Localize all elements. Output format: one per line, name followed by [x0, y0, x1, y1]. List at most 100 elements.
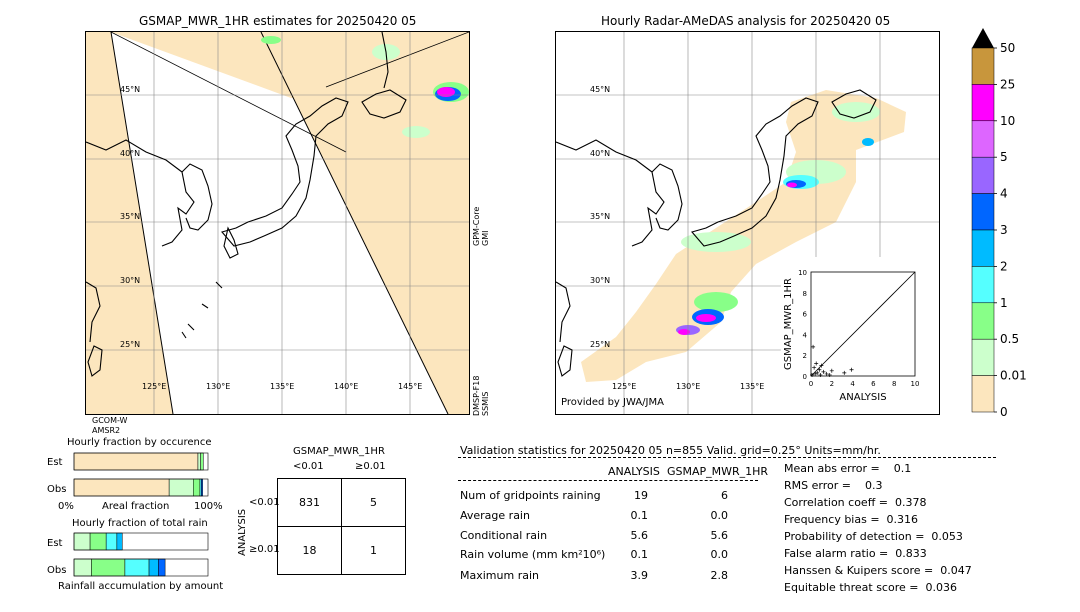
colorbar-label: 1 [1000, 296, 1008, 310]
korea-coast [181, 163, 213, 231]
kyushu-coast [223, 226, 239, 259]
scatter-ylabel: GSMAP_MWR_1HR [783, 278, 794, 370]
x-tick-label: 4 [850, 380, 855, 388]
score-line: RMS error = 0.3 [784, 479, 883, 492]
scatter-xlabel: ANALYSIS [839, 392, 886, 403]
right-lat-label: 25°N [590, 340, 611, 349]
satellite-label-dmsp: DMSP-F18 SSMIS [472, 375, 490, 416]
contingency-cell: 18 [277, 526, 342, 575]
scatter-point [813, 371, 818, 376]
left-lon-label: 145°E [398, 382, 423, 391]
bar-segment [193, 478, 201, 497]
scatter-point [815, 370, 820, 375]
contingency-row-label: <0.01 [249, 497, 280, 508]
bar-outline [73, 558, 209, 577]
x-tick-label: 8 [892, 380, 896, 388]
y-tick-label: 0 [803, 373, 807, 381]
taiwan-coast [557, 345, 573, 377]
score-line: Hanssen & Kuipers score = 0.047 [784, 564, 972, 577]
rain-patch [832, 102, 880, 122]
right-map: 45°N 40°N 35°N 30°N 25°N 125°E 130°E 135… [555, 31, 940, 415]
score-line: Correlation coeff = 0.378 [784, 496, 927, 509]
y-tick-label: 8 [803, 290, 807, 298]
bar-outline [73, 452, 209, 471]
left-lat-label: 40°N [120, 149, 141, 158]
swath-left-area [86, 32, 173, 414]
bar-outline [73, 532, 209, 551]
left-lon-label: 125°E [142, 382, 167, 391]
scatter-point [849, 367, 854, 372]
swath-top-area [111, 32, 336, 102]
taiwan-coast [87, 345, 103, 377]
scatter-inset [781, 257, 939, 414]
colorbar-segment [971, 302, 995, 340]
bar-segment [73, 452, 199, 471]
rain-patch [862, 138, 874, 146]
bar-segment [91, 558, 126, 577]
score-line: Frequency bias = 0.316 [784, 513, 919, 526]
bar-segment [73, 558, 92, 577]
score-line: Probability of detection = 0.053 [784, 530, 963, 543]
rain-patch [694, 292, 738, 312]
asia-coast [556, 139, 665, 343]
colorbar-label: 25 [1000, 77, 1015, 91]
stat-gsmap: 6 [721, 489, 728, 502]
bar-segment [73, 478, 170, 497]
x-tick-label: 10 [911, 380, 920, 388]
scatter-point [829, 368, 834, 373]
scatter-point [812, 365, 817, 370]
x-tick-label: 0 [809, 380, 813, 388]
col-analysis: ANALYSIS [608, 465, 660, 478]
left-lat-label: 30°N [120, 276, 141, 285]
contingency-title: GSMAP_MWR_1HR [293, 446, 385, 457]
colorbar-segment [971, 338, 995, 376]
colorbar-segment [971, 193, 995, 231]
contingency-table: 831 5 18 1 [277, 478, 406, 575]
sakhalin-coast [381, 32, 389, 89]
rain-patch [696, 314, 716, 322]
colorbar-segment [971, 84, 995, 122]
contingency-row-axis: ANALYSIS [237, 508, 248, 556]
y-tick-label: 4 [803, 331, 808, 339]
y-tick-label: 10 [798, 269, 807, 277]
score-line: Mean abs error = 0.1 [784, 462, 912, 475]
scatter-plot: 0 2 4 6 8 10 0 2 4 6 8 10 ANALYSIS GSMAP_MWR_1HR [783, 269, 920, 403]
bar-segment [148, 558, 159, 577]
y-tick-label: 2 [803, 352, 807, 360]
stat-analysis: 0.1 [630, 548, 649, 561]
right-lon-label: 125°E [612, 382, 637, 391]
right-lon-label: 130°E [676, 382, 701, 391]
bar-segment [201, 478, 203, 497]
colorbar-label: 3 [1000, 223, 1008, 237]
colorbar-label: 2 [1000, 259, 1008, 273]
score-line: False alarm ratio = 0.833 [784, 547, 927, 560]
amount-bars [73, 532, 209, 577]
occurrence-bars [73, 452, 209, 497]
stat-analysis: 5.6 [630, 529, 649, 542]
data-credit: Provided by JWA/JMA [561, 397, 664, 408]
one-to-one-line [810, 271, 916, 377]
right-map-title: Hourly Radar-AMeDAS analysis for 2025042… [601, 14, 891, 28]
col-gsmap: GSMAP_MWR_1HR [667, 465, 769, 478]
rain-patch [437, 87, 455, 97]
colorbar-label: 5 [1000, 150, 1008, 164]
colorbar-label: 10 [1000, 114, 1015, 128]
y-tick-label: 6 [803, 311, 808, 319]
korea-coast [651, 163, 683, 231]
left-map-title: GSMAP_MWR_1HR estimates for 20250420 05 [139, 14, 417, 28]
x-tick-label: 6 [871, 380, 876, 388]
contingency-cell: 1 [341, 526, 406, 575]
scatter-point [821, 369, 826, 374]
stat-label: Average rain [460, 509, 530, 522]
right-lat-label: 45°N [590, 85, 611, 94]
contingency-cell: 831 [277, 478, 342, 527]
right-lat-label: 40°N [590, 149, 611, 158]
rain-patch [402, 126, 430, 138]
scatter-point [811, 344, 816, 349]
x-tick-label: 2 [830, 380, 834, 388]
bar-segment [73, 532, 91, 551]
stat-gsmap: 5.6 [710, 529, 729, 542]
left-lon-label: 140°E [334, 382, 359, 391]
axis-right-label: 100% [194, 501, 223, 512]
col-divider [458, 480, 758, 481]
